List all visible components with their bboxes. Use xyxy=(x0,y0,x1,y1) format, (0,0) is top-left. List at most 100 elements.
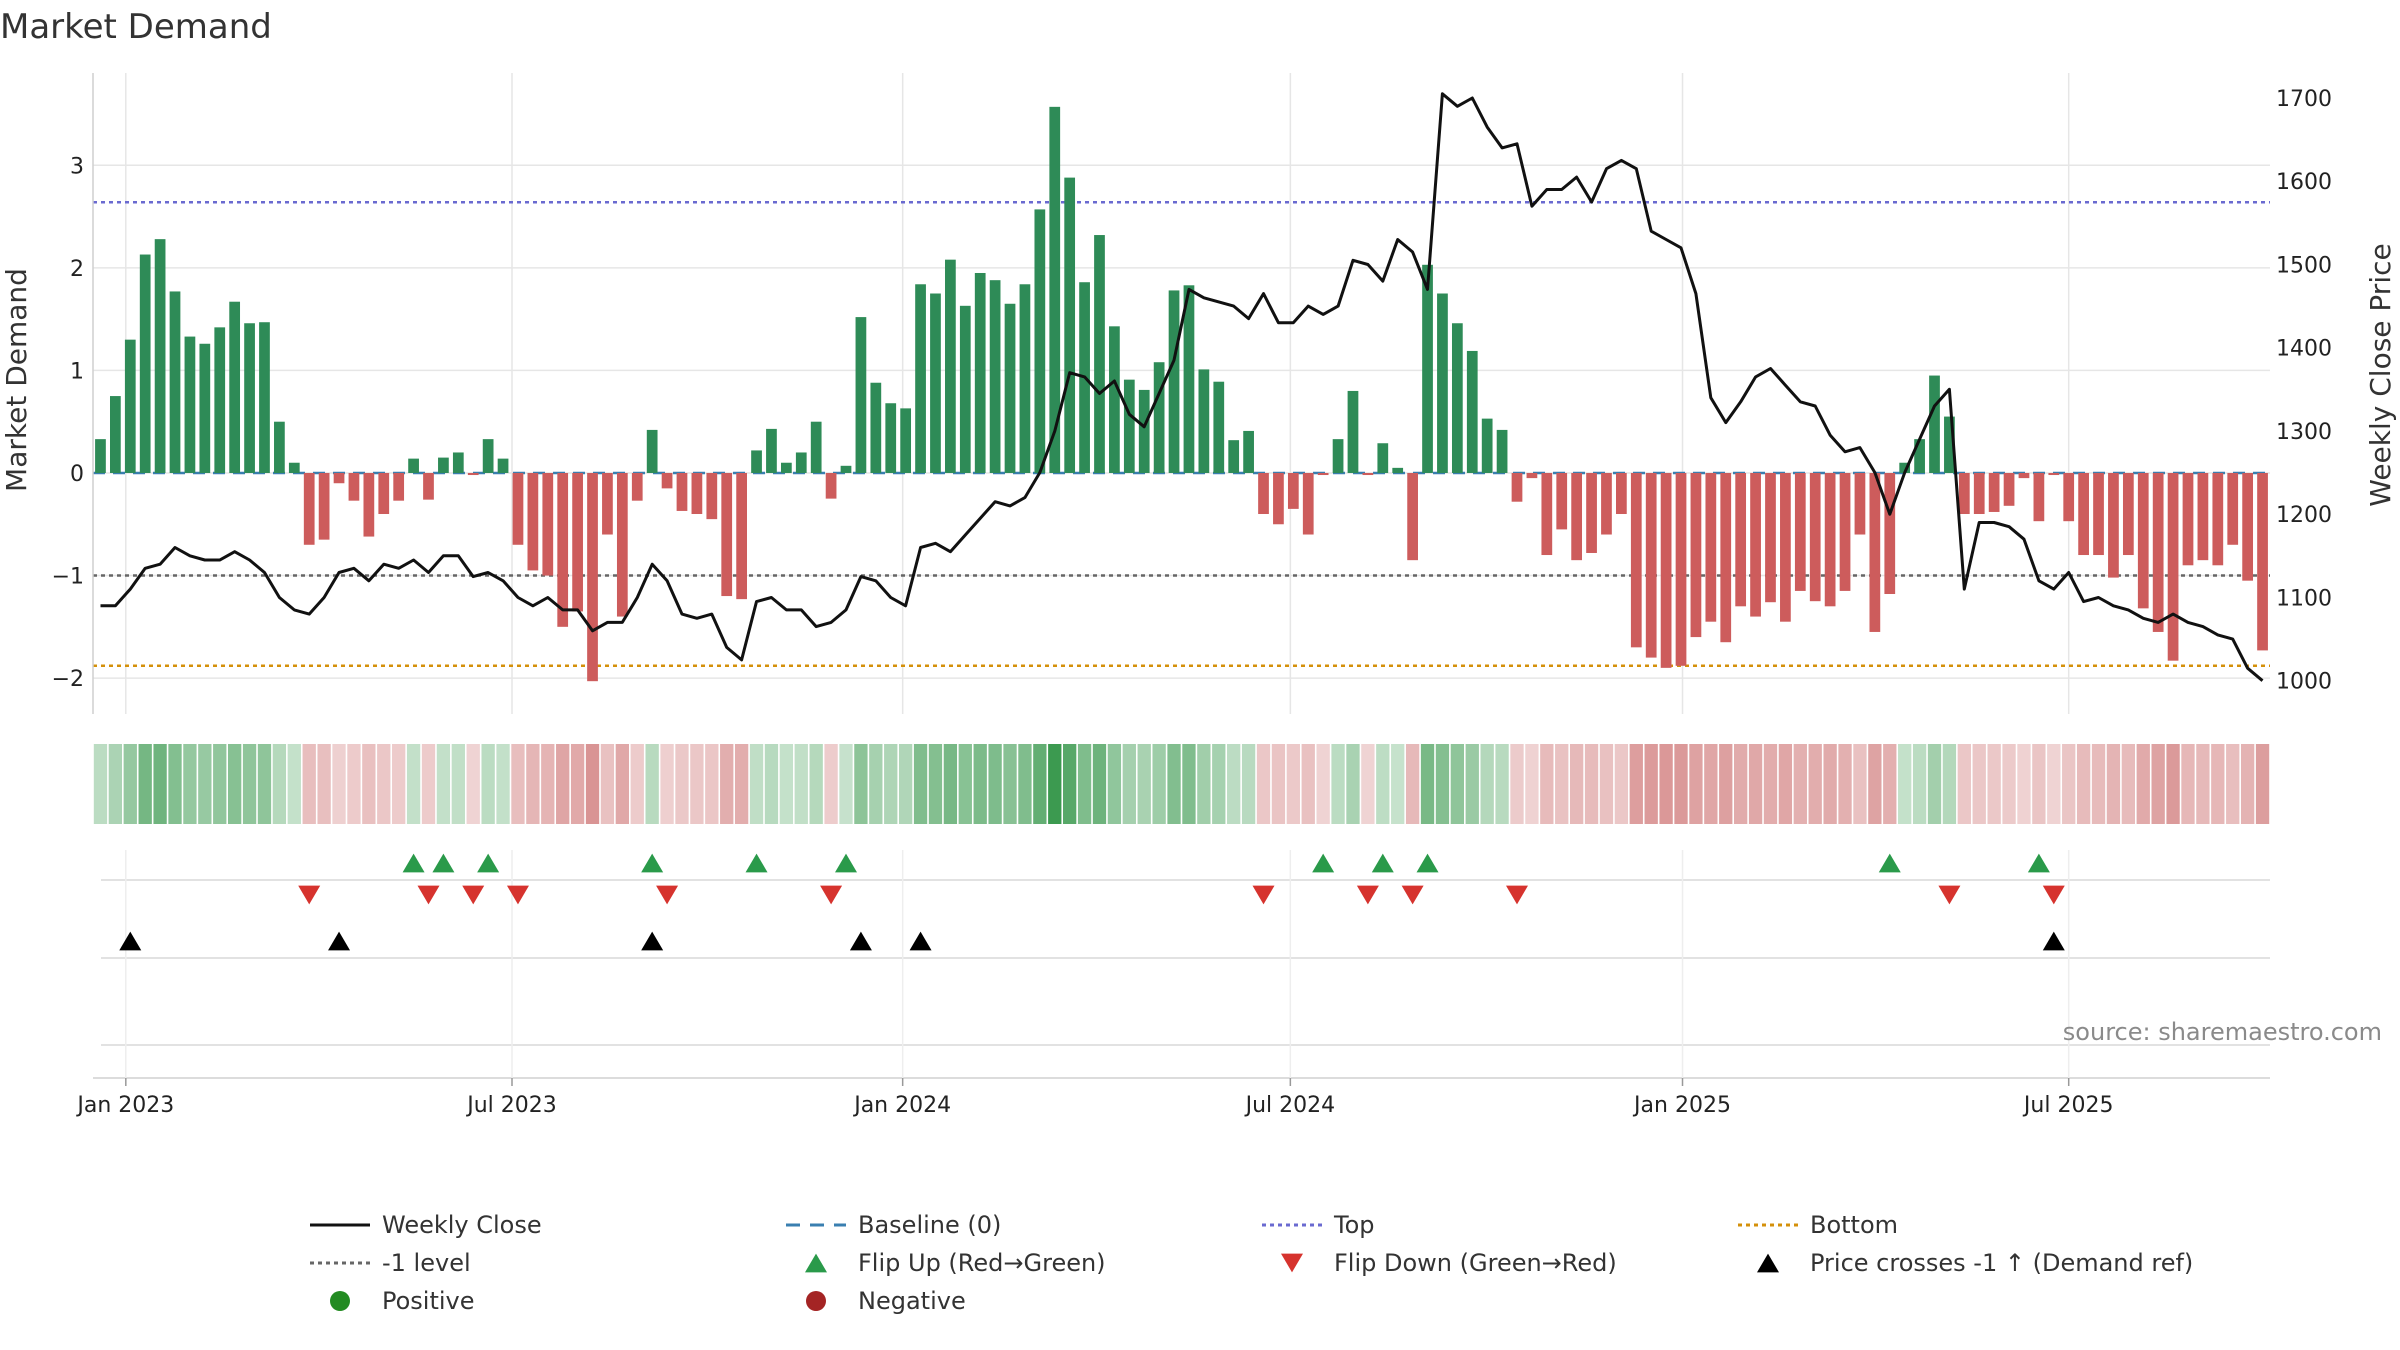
legend-item: Positive xyxy=(330,1287,475,1315)
demand-bar xyxy=(1556,472,1568,530)
demand-bar xyxy=(915,284,926,473)
intensity-cell xyxy=(1286,744,1300,824)
price-cross-marker xyxy=(2042,931,2065,951)
demand-bar xyxy=(512,472,524,545)
intensity-cell xyxy=(392,744,406,824)
intensity-cell xyxy=(1107,744,1122,824)
demand-bar xyxy=(1049,106,1061,473)
demand-bar xyxy=(423,472,434,500)
intensity-cell xyxy=(242,744,257,824)
weekly-close-line xyxy=(100,92,2264,682)
demand-bar xyxy=(1526,472,1538,479)
intensity-cell xyxy=(1420,744,1435,824)
demand-bar xyxy=(870,382,882,473)
intensity-cell xyxy=(1793,744,1807,824)
intensity-cell xyxy=(213,744,227,824)
demand-bar xyxy=(229,301,241,473)
event-markers-panel xyxy=(93,850,2270,1079)
flip-up-marker xyxy=(641,853,664,873)
intensity-cell xyxy=(362,744,376,824)
demand-bar xyxy=(1004,303,1016,473)
flip-up-marker xyxy=(1416,853,1439,873)
intensity-cell xyxy=(1704,744,1718,824)
demand-bar xyxy=(766,428,777,473)
demand-bar xyxy=(2048,472,2060,476)
legend-swatch xyxy=(806,1291,826,1311)
intensity-cell xyxy=(1927,744,1942,824)
y-axis-label-right: Weekly Close Price xyxy=(2364,243,2397,506)
intensity-cell xyxy=(2136,744,2150,824)
demand-bar xyxy=(497,458,509,473)
intensity-cell xyxy=(1957,744,1971,824)
demand-bar xyxy=(676,472,688,511)
demand-bar xyxy=(1019,284,1031,473)
flip-down-marker xyxy=(656,885,679,905)
legend-item: Weekly Close xyxy=(310,1211,542,1239)
demand-bar xyxy=(1809,472,1821,602)
demand-bar xyxy=(1705,472,1717,622)
demand-bar xyxy=(438,457,449,473)
demand-bar xyxy=(1496,429,1508,473)
demand-bar xyxy=(139,254,151,473)
flip-down-marker xyxy=(1252,885,1275,905)
demand-bar xyxy=(2018,472,2030,479)
demand-bar xyxy=(274,421,285,473)
intensity-cell xyxy=(541,744,555,824)
demand-bar xyxy=(780,462,792,473)
legend-label: Positive xyxy=(382,1287,475,1315)
intensity-cell xyxy=(1092,744,1107,824)
intensity-cell xyxy=(1346,744,1360,824)
demand-bar xyxy=(840,465,852,473)
intensity-cell xyxy=(1555,744,1569,824)
demand-bar xyxy=(661,472,673,489)
price-cross-marker xyxy=(328,931,351,951)
demand-bar xyxy=(2152,472,2164,632)
weekly-close-path xyxy=(100,92,2264,682)
demand-bar xyxy=(974,272,986,473)
intensity-cell xyxy=(1778,744,1793,824)
intensity-cell xyxy=(1018,744,1032,824)
intensity-cell xyxy=(824,744,838,824)
demand-bar xyxy=(1586,472,1597,553)
demand-bar xyxy=(1481,418,1493,473)
demand-bar xyxy=(989,280,1001,473)
intensity-cell xyxy=(1077,744,1092,824)
intensity-cell xyxy=(1316,744,1330,824)
legend-label: Flip Down (Green→Red) xyxy=(1334,1249,1617,1277)
intensity-cell xyxy=(1197,744,1211,824)
intensity-cell xyxy=(1942,744,1957,824)
demand-bar xyxy=(214,327,226,473)
flip-up-marker xyxy=(835,853,858,873)
intensity-cell xyxy=(1063,744,1077,824)
legend: Weekly Close Baseline (0) Top Bottom -1 leve… xyxy=(310,1211,2193,1315)
demand-bar xyxy=(2093,472,2104,556)
legend-label: -1 level xyxy=(382,1249,471,1277)
demand-bar xyxy=(2108,472,2119,578)
demand-bar xyxy=(408,458,419,473)
intensity-cell xyxy=(287,744,301,824)
intensity-cell xyxy=(2062,744,2076,824)
intensity-cell xyxy=(1256,744,1271,824)
demand-bar xyxy=(244,323,255,473)
y-tick-label-left: −2 xyxy=(52,667,84,692)
intensity-cell xyxy=(108,744,123,824)
demand-bar xyxy=(1988,472,2000,512)
intensity-cell xyxy=(705,744,719,824)
source-credit: source: sharemaestro.com xyxy=(2063,1018,2382,1046)
demand-bar xyxy=(393,472,405,501)
demand-bar xyxy=(1407,472,1418,561)
intensity-cell xyxy=(1331,744,1345,824)
intensity-cell xyxy=(675,744,689,824)
intensity-cell xyxy=(153,744,167,824)
demand-bar xyxy=(1243,430,1254,473)
intensity-cell xyxy=(854,744,868,824)
legend-label: Baseline (0) xyxy=(858,1211,1001,1239)
demand-bar xyxy=(348,472,360,501)
intensity-cell xyxy=(1599,744,1614,824)
intensity-cell xyxy=(93,744,108,824)
demand-bar xyxy=(124,339,136,473)
intensity-cell xyxy=(1734,744,1748,824)
demand-bar xyxy=(1377,443,1389,473)
demand-bar xyxy=(154,239,166,473)
y-tick-label-left: 3 xyxy=(70,154,84,179)
